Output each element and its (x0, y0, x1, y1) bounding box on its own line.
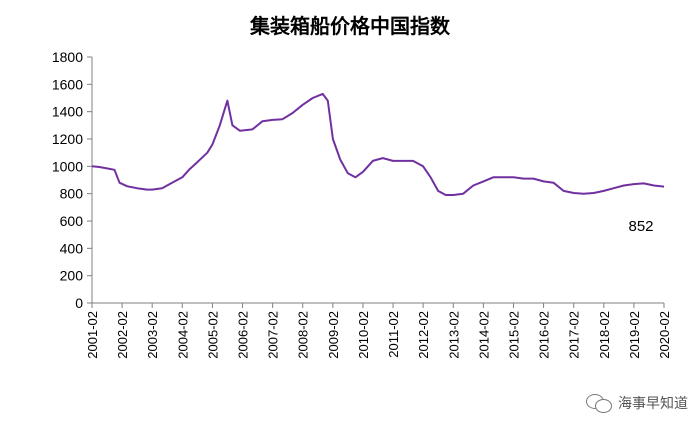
y-tick-label: 1400 (52, 104, 83, 120)
x-tick-label: 2016-02 (537, 311, 552, 359)
x-tick-label: 2009-02 (326, 311, 341, 359)
y-tick-label: 600 (60, 213, 84, 229)
y-tick-label: 0 (75, 295, 83, 311)
watermark-text: 海事早知道 (618, 396, 688, 412)
chart-title: 集装箱船价格中国指数 (250, 14, 450, 38)
y-tick-label: 800 (60, 186, 84, 202)
y-tick-label: 200 (60, 268, 84, 284)
x-tick-label: 2012-02 (416, 311, 431, 359)
series-group (91, 92, 665, 196)
x-tick-label: 2013-02 (446, 311, 461, 359)
x-tick-label: 2003-02 (145, 311, 160, 359)
axes (91, 57, 664, 304)
y-tick-label: 1600 (52, 76, 83, 92)
x-tick-label: 2010-02 (356, 311, 371, 359)
x-tick-label: 2019-02 (627, 311, 642, 359)
x-tick-label: 2017-02 (567, 311, 582, 359)
x-tick-label: 2014-02 (476, 311, 491, 359)
series-line (91, 92, 665, 196)
y-tick-label: 1000 (52, 158, 83, 174)
x-tick-label: 2001-02 (85, 311, 100, 359)
x-tick-label: 2015-02 (506, 311, 521, 359)
watermark: 海事早知道 (586, 392, 688, 414)
x-tick-label: 2007-02 (266, 311, 281, 359)
x-tick-label: 2018-02 (597, 311, 612, 359)
wechat-icon (586, 392, 612, 414)
y-axis-ticks: 0 200 400 600 800 1000 1200 1400 1600 1800 (52, 49, 92, 311)
annotation-group: 852 (628, 218, 653, 235)
y-tick-label: 1800 (52, 49, 83, 65)
x-tick-label: 2008-02 (296, 311, 311, 359)
x-tick-label: 2006-02 (236, 311, 251, 359)
x-tick-label: 2004-02 (175, 311, 190, 359)
x-tick-label: 2020-02 (657, 311, 672, 359)
x-tick-label: 2002-02 (115, 311, 130, 359)
annotation-label: 852 (628, 218, 653, 235)
x-tick-label: 2005-02 (205, 311, 220, 359)
y-tick-label: 1200 (52, 131, 83, 147)
x-axis-ticks: 2001-02 2002-02 2003-02 2004-02 2005-02 2006-… (85, 303, 672, 359)
y-tick-label: 400 (60, 240, 84, 256)
x-tick-label: 2011-02 (386, 311, 401, 358)
